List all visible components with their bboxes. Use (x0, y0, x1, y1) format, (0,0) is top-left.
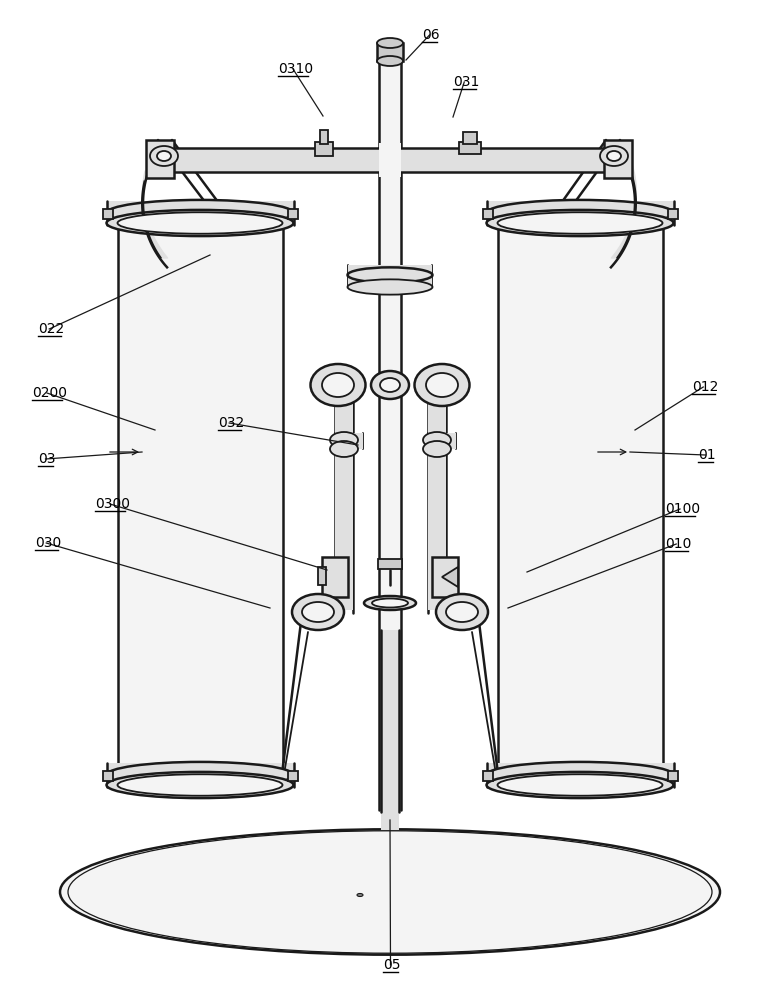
Ellipse shape (106, 200, 294, 226)
Ellipse shape (426, 373, 458, 397)
Ellipse shape (106, 772, 294, 798)
Ellipse shape (117, 212, 283, 234)
Bar (463, 132, 477, 144)
Ellipse shape (357, 894, 363, 896)
Bar (318, 567, 326, 585)
Text: 032: 032 (218, 416, 244, 430)
Text: 01: 01 (698, 448, 716, 462)
Ellipse shape (60, 829, 720, 955)
Bar (497, 215, 663, 775)
Text: 031: 031 (453, 75, 479, 89)
Ellipse shape (347, 267, 433, 283)
Bar (428, 433, 456, 449)
Ellipse shape (117, 764, 283, 786)
Ellipse shape (486, 772, 674, 798)
Ellipse shape (486, 200, 674, 226)
Bar (103, 771, 113, 781)
Bar (381, 630, 399, 830)
Ellipse shape (106, 762, 294, 788)
Ellipse shape (311, 364, 365, 406)
Text: 0300: 0300 (95, 497, 130, 511)
Bar (103, 209, 113, 219)
Ellipse shape (364, 596, 416, 610)
Bar (486, 763, 674, 787)
Bar (315, 142, 333, 156)
Ellipse shape (436, 594, 488, 630)
Ellipse shape (607, 151, 621, 161)
Text: 06: 06 (422, 28, 440, 42)
Bar (486, 201, 674, 225)
Bar (348, 265, 432, 287)
Text: 010: 010 (665, 537, 692, 551)
Ellipse shape (600, 146, 628, 166)
Bar (428, 385, 446, 610)
Bar (106, 201, 294, 223)
Bar (483, 209, 493, 219)
Ellipse shape (377, 38, 403, 48)
Ellipse shape (380, 378, 400, 392)
Ellipse shape (330, 432, 358, 448)
Bar (378, 559, 402, 569)
Ellipse shape (157, 151, 171, 161)
Bar (483, 771, 493, 781)
Text: 0100: 0100 (665, 502, 700, 516)
Bar (320, 130, 328, 144)
Ellipse shape (423, 441, 451, 457)
Ellipse shape (117, 204, 283, 226)
Ellipse shape (486, 210, 674, 236)
Bar (667, 209, 678, 219)
Bar (287, 209, 298, 219)
Ellipse shape (377, 56, 403, 66)
Ellipse shape (371, 371, 409, 399)
Ellipse shape (330, 441, 358, 457)
Bar (459, 142, 481, 154)
Ellipse shape (497, 764, 663, 786)
Text: 05: 05 (383, 958, 400, 972)
Ellipse shape (497, 204, 663, 226)
Bar (146, 140, 174, 178)
Bar (335, 385, 353, 610)
Polygon shape (442, 567, 458, 587)
Bar (379, 143, 401, 177)
Bar (379, 55, 401, 810)
Ellipse shape (446, 602, 478, 622)
Ellipse shape (372, 598, 408, 607)
Bar (667, 771, 678, 781)
Bar (287, 771, 298, 781)
Bar (432, 557, 458, 597)
Text: 012: 012 (692, 380, 719, 394)
Text: 0200: 0200 (32, 386, 67, 400)
Ellipse shape (150, 146, 178, 166)
Ellipse shape (497, 212, 663, 234)
Ellipse shape (423, 432, 451, 448)
Bar (117, 215, 283, 775)
Ellipse shape (486, 762, 674, 788)
Text: 0310: 0310 (278, 62, 313, 76)
Bar (604, 140, 632, 178)
Ellipse shape (347, 279, 433, 295)
Text: 03: 03 (38, 452, 55, 466)
Text: 030: 030 (35, 536, 61, 550)
Bar (322, 557, 348, 597)
Ellipse shape (322, 373, 354, 397)
Bar (377, 43, 403, 61)
Bar (335, 433, 363, 449)
Ellipse shape (497, 774, 663, 796)
Text: 022: 022 (38, 322, 64, 336)
Ellipse shape (292, 594, 344, 630)
Ellipse shape (106, 210, 294, 236)
Ellipse shape (117, 774, 283, 796)
Ellipse shape (302, 602, 334, 622)
Ellipse shape (414, 364, 469, 406)
Bar (106, 763, 294, 787)
Bar (148, 148, 630, 172)
